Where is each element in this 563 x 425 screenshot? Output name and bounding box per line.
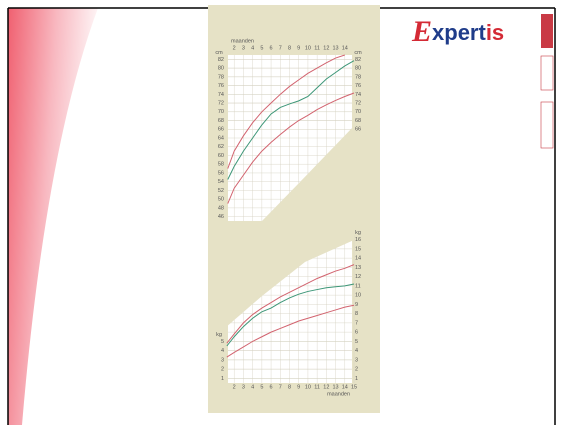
x-tick-label: 12 [323, 384, 329, 390]
x-tick-label: 10 [305, 45, 311, 51]
x-tick-label: 13 [333, 384, 339, 390]
logo: Expertis [411, 15, 504, 48]
y-axis-label: cm [215, 50, 223, 56]
y2-tick-label: 2 [355, 367, 358, 373]
y-tick-label: 72 [218, 101, 224, 107]
series-line [226, 283, 355, 347]
y-tick-label: 64 [218, 135, 224, 141]
x-tick-label: 2 [233, 45, 236, 51]
y-tick-label: 60 [218, 153, 224, 159]
y-tick-label: 2 [221, 367, 224, 373]
y2-tick-label: 14 [355, 256, 361, 262]
y-tick-label: 52 [218, 188, 224, 194]
x-tick-label: 9 [297, 45, 300, 51]
x-axis-label: maanden [327, 391, 350, 397]
series-line [226, 264, 355, 344]
x-tick-label: 5 [260, 45, 263, 51]
x-tick-label: 14 [342, 45, 348, 51]
y-tick-label: 1 [221, 376, 224, 382]
x-axis-label: maanden [231, 38, 254, 44]
y2-axis-label: kg [355, 230, 361, 236]
x-tick-label: 7 [279, 45, 282, 51]
x-tick-label: 3 [242, 45, 245, 51]
y2-tick-label: 15 [355, 246, 361, 252]
y2-tick-label: 68 [355, 118, 361, 124]
x-tick-label: 11 [314, 384, 320, 390]
x-tick-label: 10 [305, 384, 311, 390]
y2-tick-label: 80 [355, 66, 361, 72]
x-tick-label: 12 [323, 45, 329, 51]
x-tick-label: 8 [288, 45, 291, 51]
x-tick-label: 6 [270, 384, 273, 390]
y2-tick-label: 10 [355, 293, 361, 299]
y2-axis-label: cm [354, 50, 362, 56]
y-tick-label: 74 [218, 92, 224, 98]
y2-tick-label: 5 [355, 339, 358, 345]
y-tick-label: 80 [218, 66, 224, 72]
growth-charts: 4648505254565860626466687072747678808266… [215, 38, 362, 397]
x-tick-label: 13 [333, 45, 339, 51]
y2-tick-label: 16 [355, 237, 361, 243]
x-tick-label: 14 [342, 384, 348, 390]
y-tick-label: 68 [218, 118, 224, 124]
decor-swoosh [8, 8, 98, 425]
y2-tick-label: 12 [355, 274, 361, 280]
y-tick-label: 46 [218, 214, 224, 220]
series-line [227, 60, 355, 180]
y-tick-label: 56 [218, 170, 224, 176]
y-tick-label: 50 [218, 197, 224, 203]
out-of-range-area [225, 235, 354, 328]
y2-tick-label: 9 [355, 302, 358, 308]
series-line [227, 54, 345, 169]
y-tick-label: 78 [218, 74, 224, 80]
y2-tick-label: 13 [355, 265, 361, 271]
y2-tick-label: 6 [355, 330, 358, 336]
series-line [227, 92, 355, 204]
logo-end: is [486, 20, 504, 45]
y2-tick-label: 82 [355, 57, 361, 63]
y2-tick-label: 66 [355, 127, 361, 133]
y2-tick-label: 74 [355, 92, 361, 98]
x-tick-label: 5 [260, 384, 263, 390]
x-tick-label: 11 [314, 45, 320, 51]
y-tick-label: 62 [218, 144, 224, 150]
y2-tick-label: 1 [355, 376, 358, 382]
series-line [226, 304, 355, 358]
y2-tick-label: 70 [355, 109, 361, 115]
y2-tick-label: 7 [355, 320, 358, 326]
y-axis-label: kg [216, 332, 222, 338]
x-tick-label: 7 [279, 384, 282, 390]
y-tick-label: 4 [221, 348, 224, 354]
x-tick-label: 4 [251, 384, 254, 390]
y-tick-label: 54 [218, 179, 224, 185]
y-tick-label: 5 [221, 339, 224, 345]
x-tick-label: 4 [251, 45, 254, 51]
y2-tick-label: 3 [355, 357, 358, 363]
x-tick-label: 3 [242, 384, 245, 390]
y2-tick-label: 72 [355, 101, 361, 107]
y2-tick-label: 76 [355, 83, 361, 89]
x-tick-label: 9 [297, 384, 300, 390]
side-tabs [540, 14, 554, 149]
y-tick-label: 3 [221, 357, 224, 363]
x-tick-label: 8 [288, 384, 291, 390]
y2-tick-label: 8 [355, 311, 358, 317]
y2-tick-label: 4 [355, 348, 358, 354]
logo-middle: xpert [432, 20, 486, 45]
y-tick-label: 58 [218, 162, 224, 168]
out-of-range-area [262, 126, 354, 221]
logo-initial: E [411, 15, 432, 48]
y-tick-label: 70 [218, 109, 224, 115]
y-tick-label: 76 [218, 83, 224, 89]
y-tick-label: 48 [218, 205, 224, 211]
x-tick-label: 2 [233, 384, 236, 390]
y2-tick-label: 11 [355, 283, 361, 289]
x-tick-label: 6 [270, 45, 273, 51]
y2-tick-label: 78 [355, 74, 361, 80]
y-tick-label: 66 [218, 127, 224, 133]
x-tick-label: 15 [351, 384, 357, 390]
y-tick-label: 82 [218, 57, 224, 63]
